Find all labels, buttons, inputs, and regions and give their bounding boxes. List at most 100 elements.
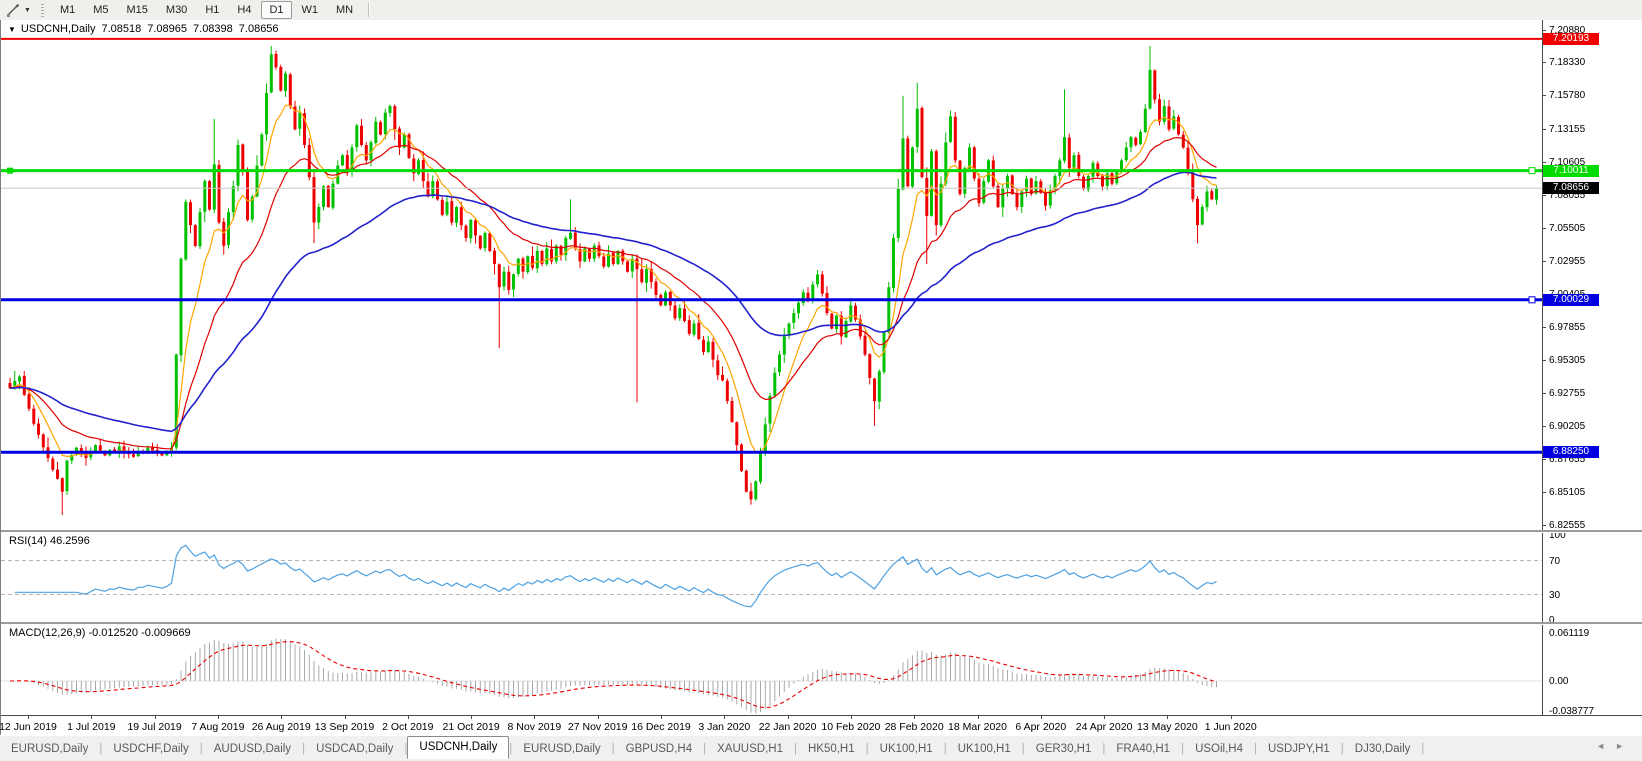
date-axis-label: 13 Sep 2019	[314, 721, 375, 733]
chart-tab-eurusd[interactable]: EURUSD,Daily	[523, 742, 601, 755]
macd-axis-label: -0.038777	[1549, 706, 1595, 718]
date-axis[interactable]: 12 Jun 2019 1 Jul 2019 19 Jul 2019 7 Aug 20…	[0, 715, 1642, 735]
chart-tab-hk50[interactable]: HK50,H1	[807, 742, 855, 755]
pane-separator[interactable]	[1, 530, 1642, 533]
tab-separator: |	[1340, 742, 1344, 755]
price-tick-label: 6.97855	[1542, 322, 1642, 333]
trendline-tool-icon[interactable]	[4, 2, 24, 18]
tab-separator: |	[1181, 742, 1185, 755]
price-tick-label: 7.10605	[1542, 157, 1642, 168]
rsi-indicator-canvas[interactable]	[1, 532, 1542, 622]
chart-tab-uk100[interactable]: UK100,H1	[879, 742, 933, 755]
chart-tab-dj30[interactable]: DJ30,Daily	[1354, 742, 1411, 755]
price-tick-label: 6.82555	[1542, 520, 1642, 531]
date-tick	[661, 716, 662, 719]
macd-axis-label: 0.00	[1549, 676, 1569, 687]
date-tick	[534, 716, 536, 719]
hline-handle[interactable]	[7, 167, 13, 174]
timeframe-button-d1[interactable]: D1	[261, 1, 292, 19]
date-tick	[850, 716, 852, 719]
toolbar-grip	[40, 3, 44, 17]
date-axis-label: 26 Aug 2019	[251, 721, 311, 733]
macd-signal-line	[9, 641, 1217, 709]
date-tick	[977, 716, 979, 719]
ohlc-high: 7.08965	[147, 23, 188, 35]
pane-separator[interactable]	[1, 622, 1642, 625]
chart-tab-ger30[interactable]: GER30,H1	[1035, 742, 1092, 755]
timeframe-button-m15[interactable]: M15	[126, 4, 148, 16]
date-tick	[1040, 716, 1042, 719]
ohlc-open: 7.08518	[101, 23, 142, 35]
date-axis-label: 27 Nov 2019	[567, 721, 628, 733]
chart-tab-bar: EURUSD,Daily | USDCHF,Daily | AUDUSD,Daily | U…	[0, 734, 1642, 761]
tab-scroll-left-icon[interactable]: ◄	[1596, 741, 1616, 751]
hline-price-label: 7.08656	[1543, 182, 1599, 195]
tab-scroll-right-icon[interactable]: ►	[1615, 741, 1634, 751]
chart-tab-eurusd[interactable]: EURUSD,Daily	[11, 742, 89, 755]
hline-handle[interactable]	[1528, 167, 1536, 175]
timeframe-button-m5[interactable]: M5	[93, 4, 109, 16]
rsi-axis-label: 100	[1549, 530, 1566, 541]
main-price-chart-canvas[interactable]	[1, 20, 1542, 530]
chart-tab-xauusd[interactable]: XAUUSD,H1	[717, 742, 783, 755]
date-tick	[787, 716, 789, 719]
tab-separator: |	[199, 742, 203, 755]
timeframe-button-h4[interactable]: H4	[237, 4, 252, 16]
chart-tab-gbpusd[interactable]: GBPUSD,H4	[625, 742, 693, 755]
date-tick	[471, 716, 473, 719]
chart-tab-usdcad[interactable]: USDCAD,Daily	[316, 742, 394, 755]
date-tick	[1104, 716, 1106, 719]
ohlc-low: 7.08398	[193, 23, 233, 35]
chart-tab-fra40[interactable]: FRA40,H1	[1116, 742, 1171, 755]
macd-indicator-canvas[interactable]	[1, 624, 1542, 715]
price-tick-label: 7.15780	[1542, 90, 1642, 101]
price-tick-label: 7.02955	[1542, 256, 1642, 267]
timeframe-button-mn[interactable]: MN	[336, 4, 354, 16]
chart-tab-usdcnh[interactable]: USDCNH,Daily	[407, 736, 510, 759]
moving-average-21	[9, 136, 1217, 450]
date-axis-label: 13 May 2020	[1137, 721, 1198, 733]
price-tick-label: 6.92755	[1542, 388, 1642, 399]
chart-symbol-label: USDCNH,Daily	[20, 23, 96, 35]
tab-separator: |	[1021, 742, 1025, 755]
price-tick-label: 6.90205	[1542, 421, 1642, 432]
rsi-axis-label: 70	[1549, 555, 1561, 567]
tab-separator: |	[1421, 742, 1425, 755]
date-tick	[344, 716, 346, 719]
tool-dropdown-arrow-icon[interactable]: ▼	[24, 6, 31, 14]
timeframe-button-w1[interactable]: W1	[301, 4, 319, 16]
hline-price-label: 7.20193	[1543, 32, 1599, 45]
chart-tab-usoil[interactable]: USOil,H4	[1195, 742, 1243, 755]
date-axis-label: 16 Dec 2019	[631, 721, 691, 733]
chart-tab-usdchf[interactable]: USDCHF,Daily	[113, 742, 189, 755]
rsi-line	[14, 544, 1217, 608]
timeframe-toolbar: ▼ M1 M5 M15 M30 H1 H4 D1 W1 MN	[0, 0, 1642, 21]
rsi-axis-label: 0	[1549, 615, 1555, 626]
chart-collapse-icon[interactable]: ▼	[8, 25, 16, 34]
tab-separator: |	[793, 742, 797, 755]
timeframe-button-m30[interactable]: M30	[165, 4, 188, 16]
date-tick	[154, 716, 156, 719]
date-axis-label: 19 Jul 2019	[127, 721, 182, 733]
timeframe-button-m1[interactable]: M1	[59, 4, 76, 16]
chart-tab-usdjpy[interactable]: USDJPY,H1	[1268, 742, 1330, 755]
date-axis-label: 28 Feb 2020	[884, 721, 944, 733]
timeframe-button-h1[interactable]: H1	[205, 4, 220, 16]
date-axis-label: 10 Feb 2020	[821, 721, 881, 733]
price-tick-label: 6.95305	[1542, 355, 1642, 366]
macd-histogram	[14, 638, 1217, 714]
chart-window: ▼ USDCNH,Daily 7.08518 7.08965 7.08398 7.0865…	[0, 20, 1642, 735]
tab-separator: |	[1254, 742, 1257, 755]
hline-handle[interactable]	[1528, 296, 1536, 304]
date-axis-label: 1 Jun 2020	[1204, 721, 1257, 733]
candles	[8, 45, 1218, 515]
chart-tab-uk100[interactable]: UK100,H1	[957, 742, 1011, 755]
date-axis-label: 3 Jan 2020	[698, 721, 751, 733]
chart-tab-audusd[interactable]: AUDUSD,Daily	[213, 742, 292, 755]
date-tick	[724, 716, 726, 719]
macd-label: MACD(12,26,9) -0.012520 -0.009669	[9, 627, 191, 639]
moving-average-8	[9, 104, 1217, 458]
price-tick-label: 7.13155	[1542, 124, 1642, 135]
date-axis-label: 7 Aug 2019	[191, 721, 245, 733]
